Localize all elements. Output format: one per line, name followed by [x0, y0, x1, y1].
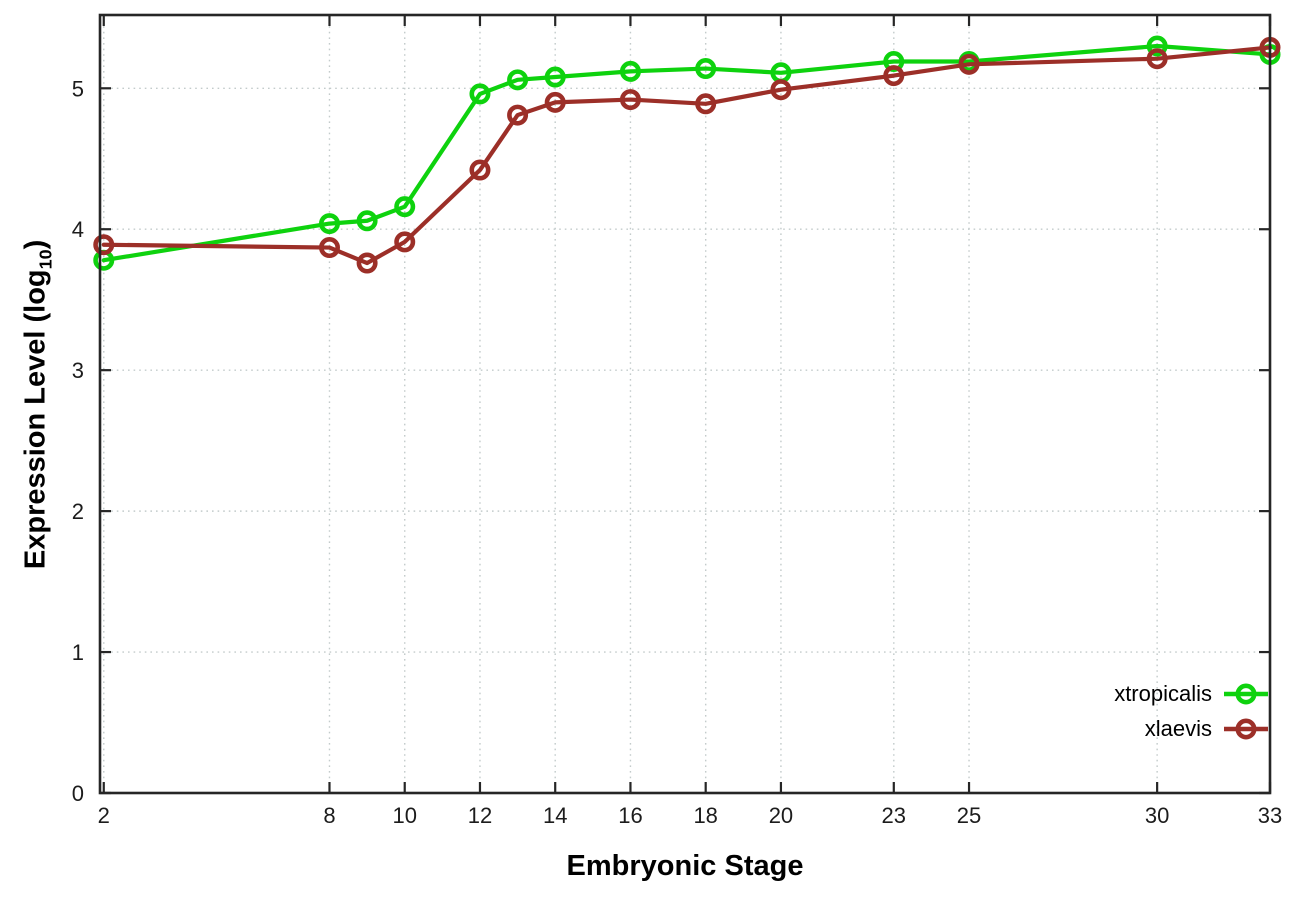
data-point-xlaevis	[695, 93, 717, 115]
x-tick-label: 12	[468, 803, 492, 828]
data-point-xtropicalis	[469, 83, 491, 105]
y-tick-label: 2	[72, 499, 84, 524]
x-tick-label: 14	[543, 803, 567, 828]
data-point-xlaevis	[544, 91, 566, 113]
y-tick-label: 0	[72, 781, 84, 806]
y-axis-title-text: Expression Level (log	[19, 269, 52, 570]
x-tick-label: 33	[1258, 803, 1282, 828]
legend-item-xtropicalis: xtropicalis	[1114, 681, 1270, 707]
data-point-xlaevis	[356, 252, 378, 274]
y-tick-label: 1	[72, 640, 84, 665]
series-line-xtropicalis	[101, 43, 1273, 263]
legend-label: xtropicalis	[1114, 681, 1212, 706]
x-axis-title: Embryonic Stage	[566, 850, 804, 882]
data-point-xtropicalis	[507, 69, 529, 91]
data-point-xlaevis	[958, 53, 980, 75]
x-tick-label: 8	[323, 803, 335, 828]
data-point-xlaevis	[619, 89, 641, 111]
xlaevis-legend-marker-icon	[1224, 718, 1268, 740]
x-tick-label: 30	[1145, 803, 1169, 828]
data-point-xtropicalis	[695, 58, 717, 80]
y-tick-label: 3	[72, 358, 84, 383]
x-tick-label: 16	[618, 803, 642, 828]
data-point-xlaevis	[507, 104, 529, 126]
legend-label: xlaevis	[1144, 716, 1212, 741]
data-point-xlaevis	[770, 79, 792, 101]
data-point-xtropicalis	[394, 196, 416, 218]
x-tick-label: 10	[392, 803, 416, 828]
y-tick-label: 4	[72, 217, 84, 242]
y-axis-title-suffix: )	[19, 239, 52, 250]
data-point-xlaevis	[469, 159, 491, 181]
data-point-xtropicalis	[619, 60, 641, 82]
y-tick-label: 5	[72, 76, 84, 101]
legend: xtropicalis xlaevis	[1114, 681, 1270, 742]
data-point-xtropicalis	[1146, 35, 1168, 57]
x-tick-label: 25	[957, 803, 981, 828]
legend-item-xlaevis: xlaevis	[1145, 716, 1270, 742]
x-tick-label: 2	[98, 803, 110, 828]
data-point-xtropicalis	[883, 51, 905, 73]
plot-border	[98, 13, 1272, 795]
data-point-xtropicalis	[544, 66, 566, 88]
x-tick-label: 23	[882, 803, 906, 828]
y-axis-title-subscript: 10	[35, 249, 56, 270]
x-tick-label: 18	[693, 803, 717, 828]
data-point-xtropicalis	[356, 210, 378, 232]
xtropicalis-legend-marker-icon	[1224, 683, 1268, 705]
data-point-xlaevis	[318, 237, 340, 259]
data-point-xlaevis	[394, 231, 416, 253]
x-tick-label: 20	[769, 803, 793, 828]
data-point-xlaevis	[1146, 48, 1168, 70]
data-point-xtropicalis	[318, 213, 340, 235]
data-point-xlaevis	[883, 65, 905, 87]
data-point-xlaevis	[93, 234, 115, 256]
y-axis-title: Expression Level (log10)	[20, 154, 57, 654]
